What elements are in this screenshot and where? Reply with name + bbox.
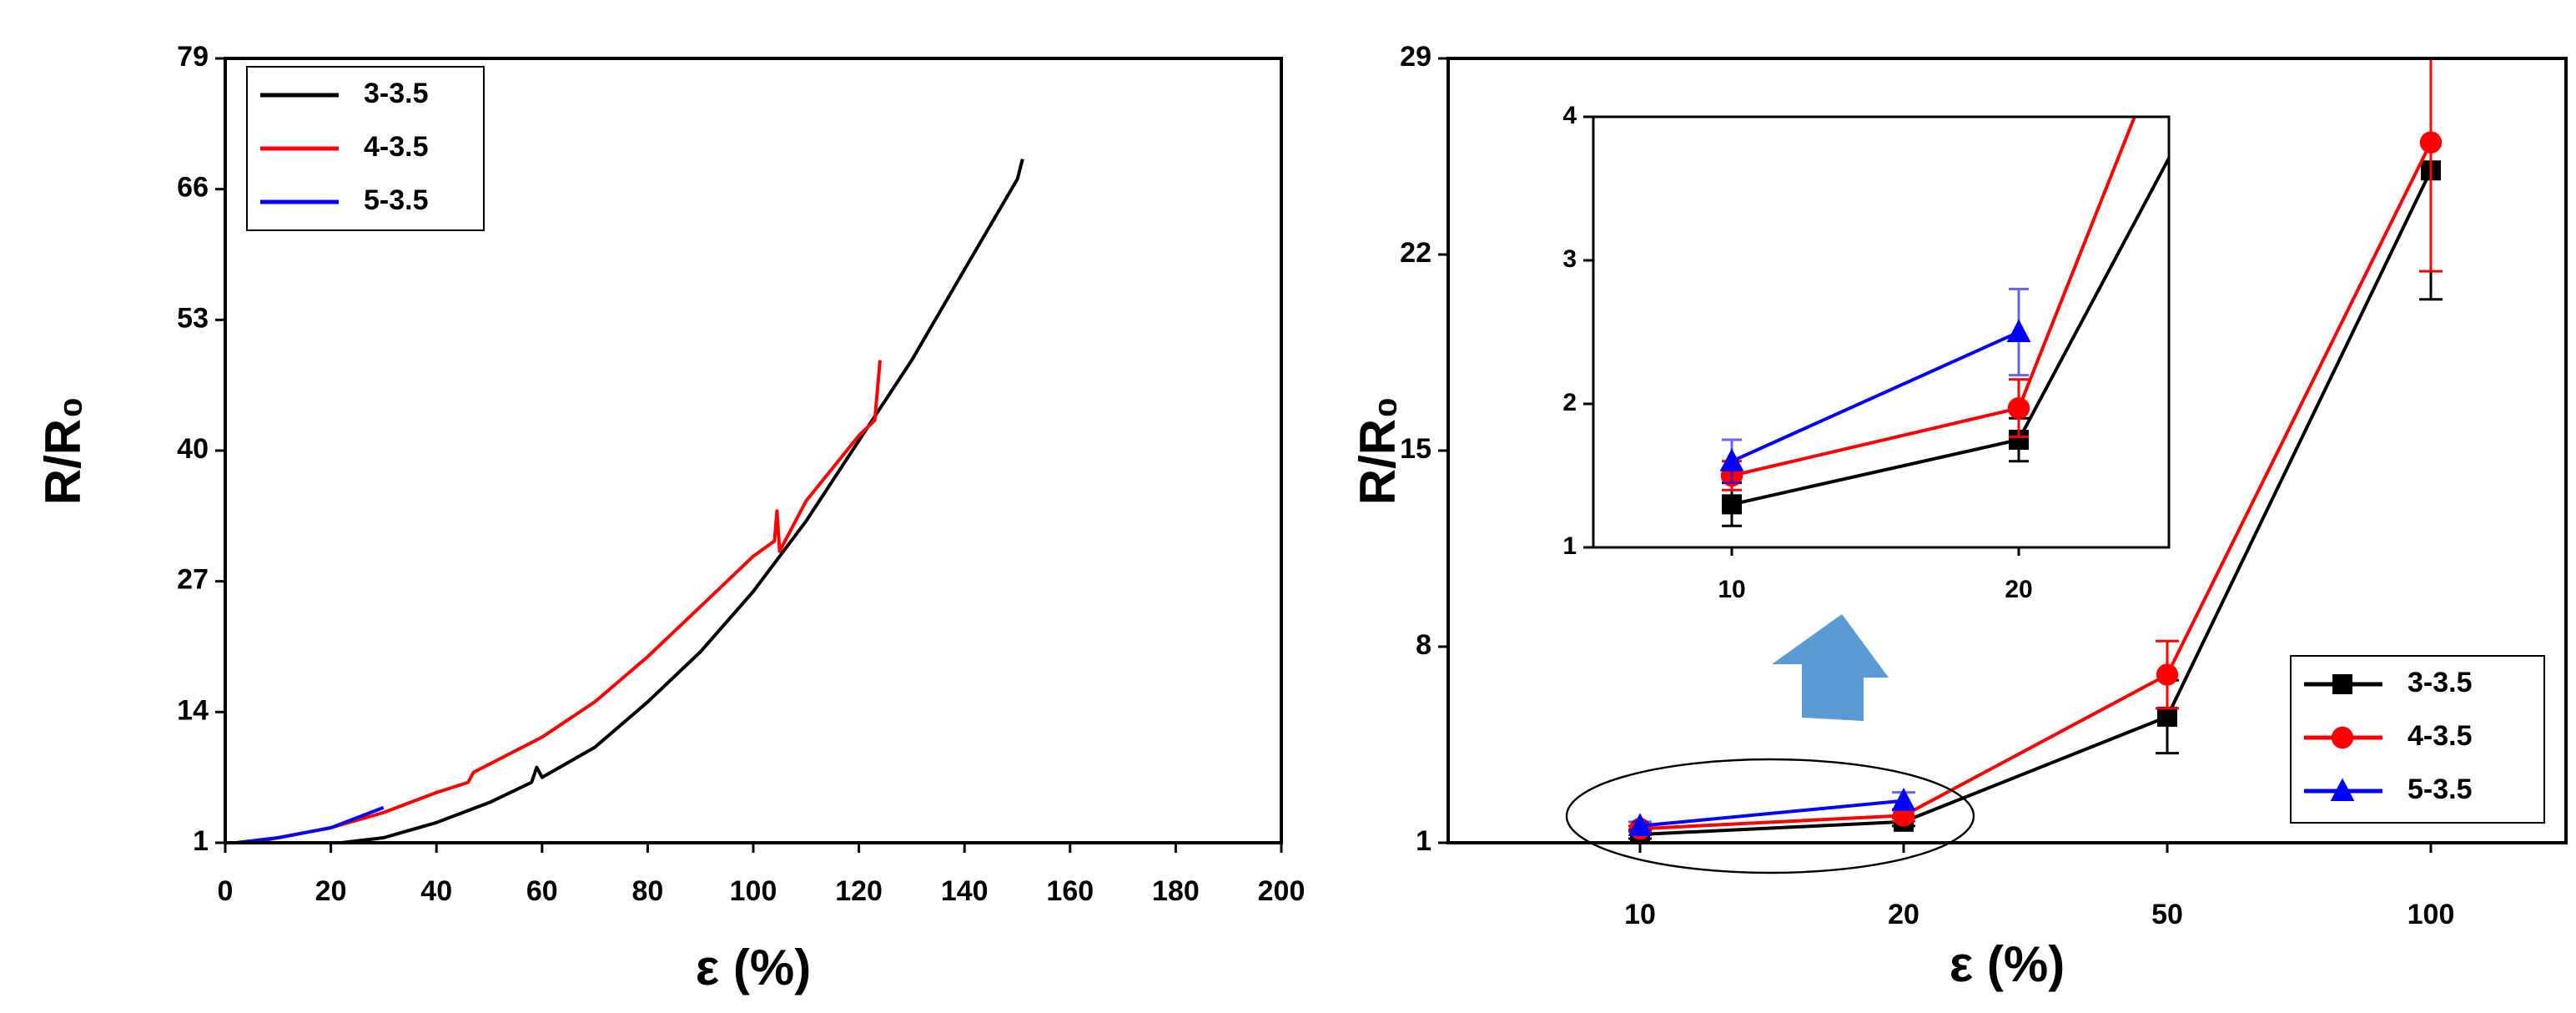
y-tick-label: 2 — [1562, 389, 1577, 416]
y-axis-label: R/R₀ — [35, 396, 91, 505]
x-tick-label: 160 — [1046, 875, 1094, 907]
x-tick-label: 60 — [526, 875, 558, 907]
series-line — [1639, 141, 2433, 831]
y-tick-label: 3 — [1562, 245, 1577, 273]
x-tick-label: 40 — [420, 875, 452, 907]
series-line — [251, 360, 882, 843]
series-line — [1731, 154, 2169, 507]
error-bar — [2296, 0, 2316, 88]
x-tick-label: 180 — [1152, 875, 1200, 907]
x-tick-label: 200 — [1258, 875, 1306, 907]
y-tick-label: 22 — [1400, 237, 1431, 269]
marker — [1722, 494, 1742, 515]
y-axis-label: R/R₀ — [1350, 396, 1406, 505]
marker — [2330, 778, 2355, 801]
series-line — [1639, 799, 1904, 828]
legend-label: 3-3.5 — [2407, 667, 2473, 698]
y-tick-label: 14 — [177, 694, 209, 726]
series-line — [340, 159, 1024, 843]
y-tick-label: 66 — [177, 172, 209, 204]
x-tick-label: 80 — [631, 875, 663, 907]
x-tick-label: 10 — [1624, 899, 1656, 930]
inset-frame — [1592, 115, 2171, 549]
x-axis-label: ε (%) — [1950, 936, 2065, 992]
legend-label: 4-3.5 — [364, 131, 429, 163]
x-tick-label: 50 — [2151, 899, 2183, 930]
inset-x-tick-label: 10 — [1718, 576, 1745, 603]
marker — [1719, 448, 1744, 471]
y-tick-label: 1 — [1416, 825, 1431, 857]
y-tick-label: 4 — [1562, 102, 1577, 129]
marker — [2006, 319, 2031, 342]
series-line — [235, 805, 385, 843]
y-tick-label: 8 — [1416, 629, 1431, 661]
y-tick-label: 1 — [1562, 532, 1577, 560]
plot-group — [1628, 58, 2443, 843]
x-tick-label: 20 — [1888, 899, 1919, 930]
inset-x-tick-label: 20 — [2005, 576, 2032, 603]
x-tick-label: 120 — [835, 875, 883, 907]
marker — [2419, 131, 2443, 154]
legend-label: 5-3.5 — [364, 184, 429, 216]
arrow — [1772, 614, 1889, 721]
x-tick-label: 100 — [2407, 899, 2455, 930]
plot-frame — [224, 57, 1283, 844]
x-tick-label: 20 — [315, 875, 347, 907]
legend-label: 3-3.5 — [364, 78, 429, 109]
plot-frame — [1446, 57, 2568, 844]
x-tick-label: 0 — [218, 875, 234, 907]
series-line — [1731, 330, 2020, 463]
y-tick-label: 29 — [1400, 41, 1431, 73]
legend-label: 4-3.5 — [2407, 720, 2473, 752]
y-tick-label: 1 — [193, 825, 209, 857]
series-line — [1731, 117, 2136, 477]
marker — [2156, 663, 2179, 686]
plot-group — [235, 159, 1024, 843]
marker — [2157, 706, 2177, 727]
marker — [1628, 813, 1653, 836]
marker — [1891, 788, 1916, 811]
highlight-ellipse — [1565, 758, 1975, 874]
marker — [2331, 726, 2354, 749]
x-axis-label: ε (%) — [696, 940, 811, 995]
series-line — [1639, 169, 2433, 836]
legend-label: 5-3.5 — [2407, 774, 2473, 805]
y-tick-label: 40 — [177, 433, 209, 465]
marker — [2007, 396, 2030, 420]
y-tick-label: 27 — [177, 564, 209, 596]
y-tick-label: 79 — [177, 41, 209, 73]
marker — [2332, 674, 2352, 694]
y-tick-label: 53 — [177, 302, 209, 334]
x-tick-label: 100 — [730, 875, 777, 907]
inset-background — [1593, 117, 2169, 547]
x-tick-label: 140 — [941, 875, 989, 907]
y-tick-label: 15 — [1400, 433, 1431, 465]
plot-group — [1719, 0, 2316, 527]
